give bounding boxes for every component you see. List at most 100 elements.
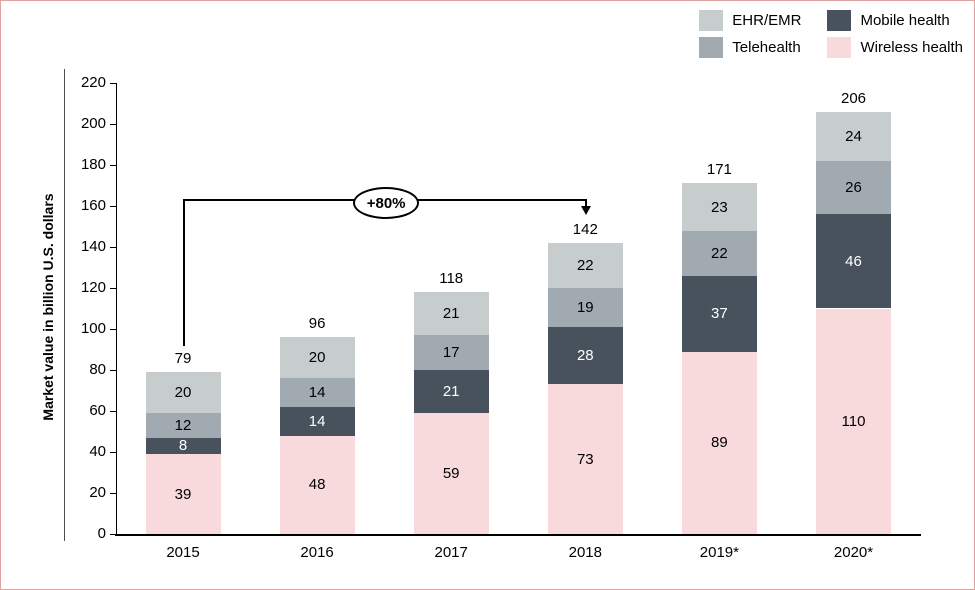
bar-segment-label: 22: [576, 256, 594, 274]
y-tick-label: 200: [80, 115, 106, 132]
bar-segment: 22: [681, 230, 757, 276]
bar-segment: 19: [547, 288, 623, 327]
y-tick-mark: [110, 534, 116, 535]
legend-item: Wireless health: [827, 37, 963, 58]
bar-segment-label: 110: [841, 412, 866, 430]
bar-segment-label: 28: [576, 347, 594, 365]
bar-total-label: 206: [840, 89, 867, 107]
y-tick-label: 220: [80, 74, 106, 91]
bar-segment-label: 26: [845, 179, 862, 197]
y-tick-mark: [110, 124, 116, 125]
bar-segment-label: 8: [178, 437, 188, 455]
y-tick-label: 40: [89, 443, 106, 460]
bar-segment-label: 21: [442, 305, 460, 323]
bar-segment: 20: [279, 337, 355, 379]
bar-segment: 39: [145, 454, 221, 534]
y-tick-mark: [110, 329, 116, 330]
bar-segment: 73: [547, 384, 623, 534]
bar-segment-label: 89: [711, 434, 728, 452]
bar-segment: 14: [279, 406, 355, 436]
x-tick-label: 2015: [166, 544, 200, 561]
bar-total-label: 142: [572, 220, 598, 238]
y-tick-mark: [110, 165, 116, 166]
x-tick-label: 2017: [434, 544, 468, 561]
bar-segment: 26: [816, 160, 891, 215]
bar-total-label: 79: [174, 350, 192, 368]
bar-segment: 37: [681, 275, 757, 352]
y-tick-label: 0: [97, 525, 106, 542]
bar-segment-label: 37: [711, 305, 728, 323]
y-tick-mark: [110, 411, 116, 412]
bar-segment-label: 73: [576, 450, 594, 468]
legend-swatch: [827, 10, 852, 31]
y-axis-line: [116, 83, 117, 534]
bar-segment: 8: [145, 437, 221, 455]
legend-swatch: [827, 37, 852, 58]
x-tick-label: 2018: [568, 544, 602, 561]
bar-segment: 23: [681, 183, 757, 231]
bar-segment: 12: [145, 413, 221, 438]
bar-segment: 59: [413, 413, 489, 534]
legend-item: Mobile health: [827, 10, 963, 31]
y-tick-mark: [110, 493, 116, 494]
bar-segment-label: 39: [174, 485, 192, 503]
bar-segment-label: 14: [308, 384, 326, 402]
legend-item: EHR/EMR: [699, 10, 801, 31]
y-tick-mark: [110, 288, 116, 289]
bar-segment-label: 20: [308, 349, 326, 367]
bar-segment-label: 23: [711, 198, 728, 216]
y-tick-label: 180: [80, 156, 106, 173]
y-axis-title-rule: [64, 69, 65, 541]
y-tick-mark: [110, 370, 116, 371]
y-tick-label: 100: [80, 320, 106, 337]
bar-segment-label: 12: [174, 416, 192, 434]
legend-label: EHR/EMR: [732, 12, 802, 29]
bar-total-label: 171: [706, 161, 732, 179]
bar-segment: 48: [279, 435, 355, 534]
x-tick-label: 2016: [300, 544, 334, 561]
x-tick-label: 2019*: [699, 544, 739, 561]
bar-segment-label: 19: [576, 298, 594, 316]
bar-segment: 20: [145, 372, 221, 414]
bar-segment-label: 17: [442, 344, 460, 362]
y-tick-label: 20: [89, 484, 106, 501]
y-tick-label: 120: [80, 279, 106, 296]
bar-segment: 22: [547, 242, 623, 288]
bar-segment: 14: [279, 378, 355, 407]
bar-segment: 21: [413, 292, 489, 336]
bar-segment: 110: [816, 308, 891, 534]
legend-label: Wireless health: [860, 39, 963, 56]
bar-segment-label: 46: [845, 252, 862, 270]
y-tick-mark: [110, 206, 116, 207]
y-tick-label: 160: [80, 197, 106, 214]
legend-item: Telehealth: [699, 37, 801, 58]
legend-swatch: [699, 10, 724, 31]
x-axis-line: [115, 534, 921, 536]
y-tick-label: 140: [80, 238, 106, 255]
legend-label: Mobile health: [860, 12, 950, 29]
bar-total-label: 96: [308, 315, 326, 333]
bar-segment-label: 59: [442, 465, 460, 483]
bar-segment: 46: [816, 214, 891, 309]
annotation-arrowhead-icon: [581, 206, 592, 215]
y-tick-label: 60: [89, 402, 106, 419]
x-tick-label: 2020*: [833, 544, 874, 561]
bar-segment: 89: [681, 351, 757, 534]
bar-segment: 17: [413, 335, 489, 370]
bar-segment-label: 21: [442, 383, 460, 401]
legend-label: Telehealth: [732, 39, 801, 56]
bar-segment: 24: [816, 111, 891, 161]
growth-annotation-badge: +80%: [353, 187, 420, 219]
bar-segment-label: 24: [845, 127, 862, 145]
legend: EHR/EMR Mobile health Telehealth Wireless h…: [699, 10, 963, 58]
bar-segment: 28: [547, 326, 623, 385]
bar-segment-label: 14: [308, 412, 326, 430]
y-tick-mark: [110, 247, 116, 248]
annotation-left-line: [183, 199, 185, 347]
annotation-right-line: [585, 199, 588, 207]
legend-swatch: [699, 37, 724, 58]
bar-segment-label: 22: [711, 244, 728, 262]
bar-segment: 21: [413, 370, 489, 414]
